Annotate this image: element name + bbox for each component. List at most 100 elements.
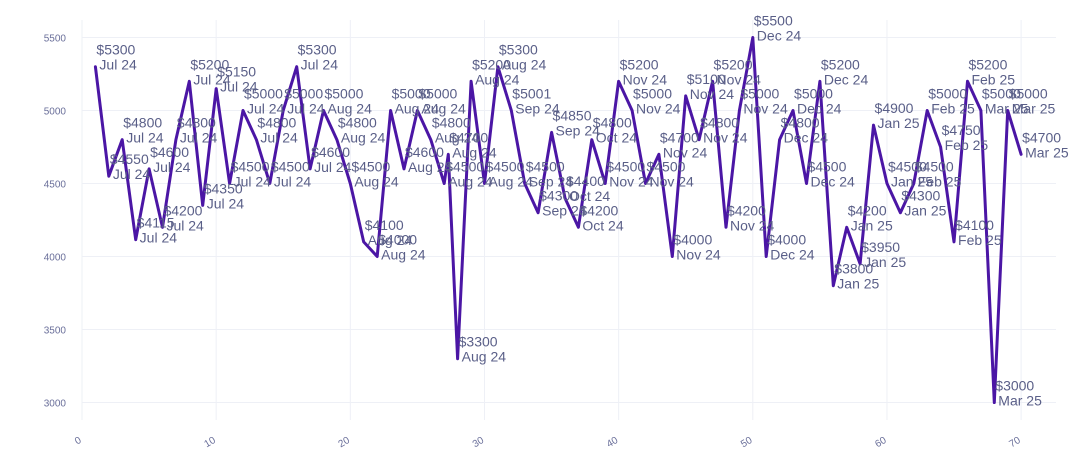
data-label-48: $4200 Nov 24 <box>727 202 775 233</box>
data-label-price: $4550 <box>110 151 149 167</box>
data-label-price: $4600 <box>405 144 444 160</box>
data-label-month: Jul 24 <box>193 71 231 87</box>
data-label-month: Jul 24 <box>247 101 285 117</box>
data-label-month: Aug 24 <box>354 174 399 190</box>
data-label-price: $5000 <box>633 86 672 102</box>
data-label-60: $4500 Jan 25 <box>888 159 933 190</box>
data-label-11: $5000 Jul 24 <box>244 86 285 117</box>
data-label-month: Nov 24 <box>730 217 775 233</box>
data-label-price: $4750 <box>942 122 981 138</box>
data-label-price: $5000 <box>928 86 967 102</box>
data-label-50: $5500 Dec 24 <box>754 13 802 44</box>
data-label-month: Jan 25 <box>891 174 933 190</box>
data-label-9: $5150 Jul 24 <box>217 64 258 95</box>
data-label-month: Feb 25 <box>918 174 962 190</box>
data-label-20: $4100 Aug 24 <box>365 217 413 248</box>
data-label-month: Jan 25 <box>864 254 906 270</box>
data-label-price: $4800 <box>593 115 632 131</box>
data-label-52: $4800 Dec 24 <box>781 115 829 146</box>
data-label-month: Dec 24 <box>810 174 855 190</box>
data-label-63: $5000 Feb 25 <box>928 86 975 117</box>
x-tick-label-1: 10 <box>203 435 219 450</box>
data-label-price: $4850 <box>553 107 592 123</box>
data-label-price: $4800 <box>338 115 377 131</box>
data-label-price: $4800 <box>123 115 162 131</box>
data-label-23: $4600 Aug 24 <box>405 144 453 175</box>
data-label-month: Jan 25 <box>851 217 893 233</box>
data-label-70: $4700 Mar 25 <box>1022 129 1069 160</box>
data-label-price: $5300 <box>499 42 538 58</box>
data-label-price: $4500 <box>646 159 685 175</box>
data-label-month: Oct 24 <box>569 188 610 204</box>
data-label-28: $3300 Aug 24 <box>459 334 507 365</box>
data-label-price: $4500 <box>888 159 927 175</box>
data-label-month: Nov 24 <box>743 101 788 117</box>
data-label-7: $5200 Jul 24 <box>190 56 231 87</box>
data-label-16: $4600 Jul 24 <box>311 144 352 175</box>
data-label-price: $4300 <box>901 188 940 204</box>
data-label-month: Nov 24 <box>636 101 681 117</box>
data-label-price: $4000 <box>378 231 417 247</box>
x-tick-label-2: 20 <box>337 435 353 450</box>
data-label-month: Dec 24 <box>784 130 829 146</box>
data-label-month: Jul 24 <box>207 195 245 211</box>
data-label-67: $5000 Mar 25 <box>982 86 1029 117</box>
data-label-65: $4100 Feb 25 <box>955 217 1002 248</box>
data-label-price: $3950 <box>861 239 900 255</box>
data-label-month: Nov 24 <box>623 71 668 87</box>
series-line <box>93 36 1023 404</box>
data-label-month: Jul 24 <box>140 230 178 246</box>
data-label-55: $5200 Dec 24 <box>821 56 869 87</box>
data-label-month: Mar 25 <box>1025 144 1069 160</box>
data-label-price: $3300 <box>459 334 498 350</box>
data-label-month: Jul 24 <box>126 130 164 146</box>
data-label-price: $4400 <box>566 173 605 189</box>
data-label-month: Jul 24 <box>301 57 339 73</box>
data-label-4: $4600 Jul 24 <box>150 144 191 175</box>
data-label-8: $4350 Jul 24 <box>204 180 245 211</box>
data-label-price: $5150 <box>217 64 256 80</box>
y-tick-label-1: 3500 <box>44 325 67 336</box>
data-label-45: $5100 Nov 24 <box>687 71 735 102</box>
data-label-18: $4800 Aug 24 <box>338 115 386 146</box>
data-label-30: $4500 Aug 24 <box>485 159 533 190</box>
data-label-15: $5300 Jul 24 <box>298 42 339 73</box>
data-label-month: Feb 25 <box>958 232 1002 248</box>
data-label-19: $4500 Aug 24 <box>351 159 399 190</box>
data-label-month: Sep 24 <box>556 122 601 138</box>
data-label-35: $4850 Sep 24 <box>553 107 601 138</box>
data-label-57: $4200 Jan 25 <box>848 202 893 233</box>
data-labels: $5300 Jul 24$4550 Jul 24$4800 Jul 24$4115 Ju… <box>96 13 1069 409</box>
data-label-price: $4500 <box>351 159 390 175</box>
data-label-40: $5200 Nov 24 <box>620 56 668 87</box>
data-label-price: $4800 <box>700 115 739 131</box>
data-label-49: $5000 Nov 24 <box>740 86 788 117</box>
data-label-price: $5300 <box>96 42 135 58</box>
data-label-month: Aug 24 <box>475 71 520 87</box>
data-label-price: $5200 <box>714 56 753 72</box>
data-label-price: $4200 <box>848 202 887 218</box>
data-label-54: $4500 Dec 24 <box>807 159 855 190</box>
data-label-month: Oct 24 <box>582 217 623 233</box>
data-label-price: $4500 <box>526 159 565 175</box>
data-label-month: Mar 25 <box>1012 101 1056 117</box>
data-label-36: $4400 Oct 24 <box>566 173 610 204</box>
data-label-month: Sep 24 <box>542 203 587 219</box>
data-label-month: Nov 24 <box>703 130 748 146</box>
data-label-month: Aug 24 <box>462 349 507 365</box>
data-label-price: $4115 <box>137 215 175 231</box>
data-label-price: $3800 <box>834 261 873 277</box>
data-label-month: Aug 24 <box>395 101 440 117</box>
data-label-price: $4300 <box>539 188 578 204</box>
data-label-month: Aug 24 <box>408 159 453 175</box>
data-label-price: $5000 <box>244 86 283 102</box>
data-label-price: $4700 <box>449 129 488 145</box>
data-label-month: Aug 24 <box>327 101 372 117</box>
data-label-month: Jul 24 <box>220 79 258 95</box>
data-label-6: $4800 Jul 24 <box>177 115 218 146</box>
data-label-month: Aug 24 <box>488 174 533 190</box>
data-label-month: Nov 24 <box>649 174 694 190</box>
data-label-price: $5000 <box>284 86 323 102</box>
data-label-month: Nov 24 <box>690 86 735 102</box>
data-label-price: $5000 <box>324 86 363 102</box>
